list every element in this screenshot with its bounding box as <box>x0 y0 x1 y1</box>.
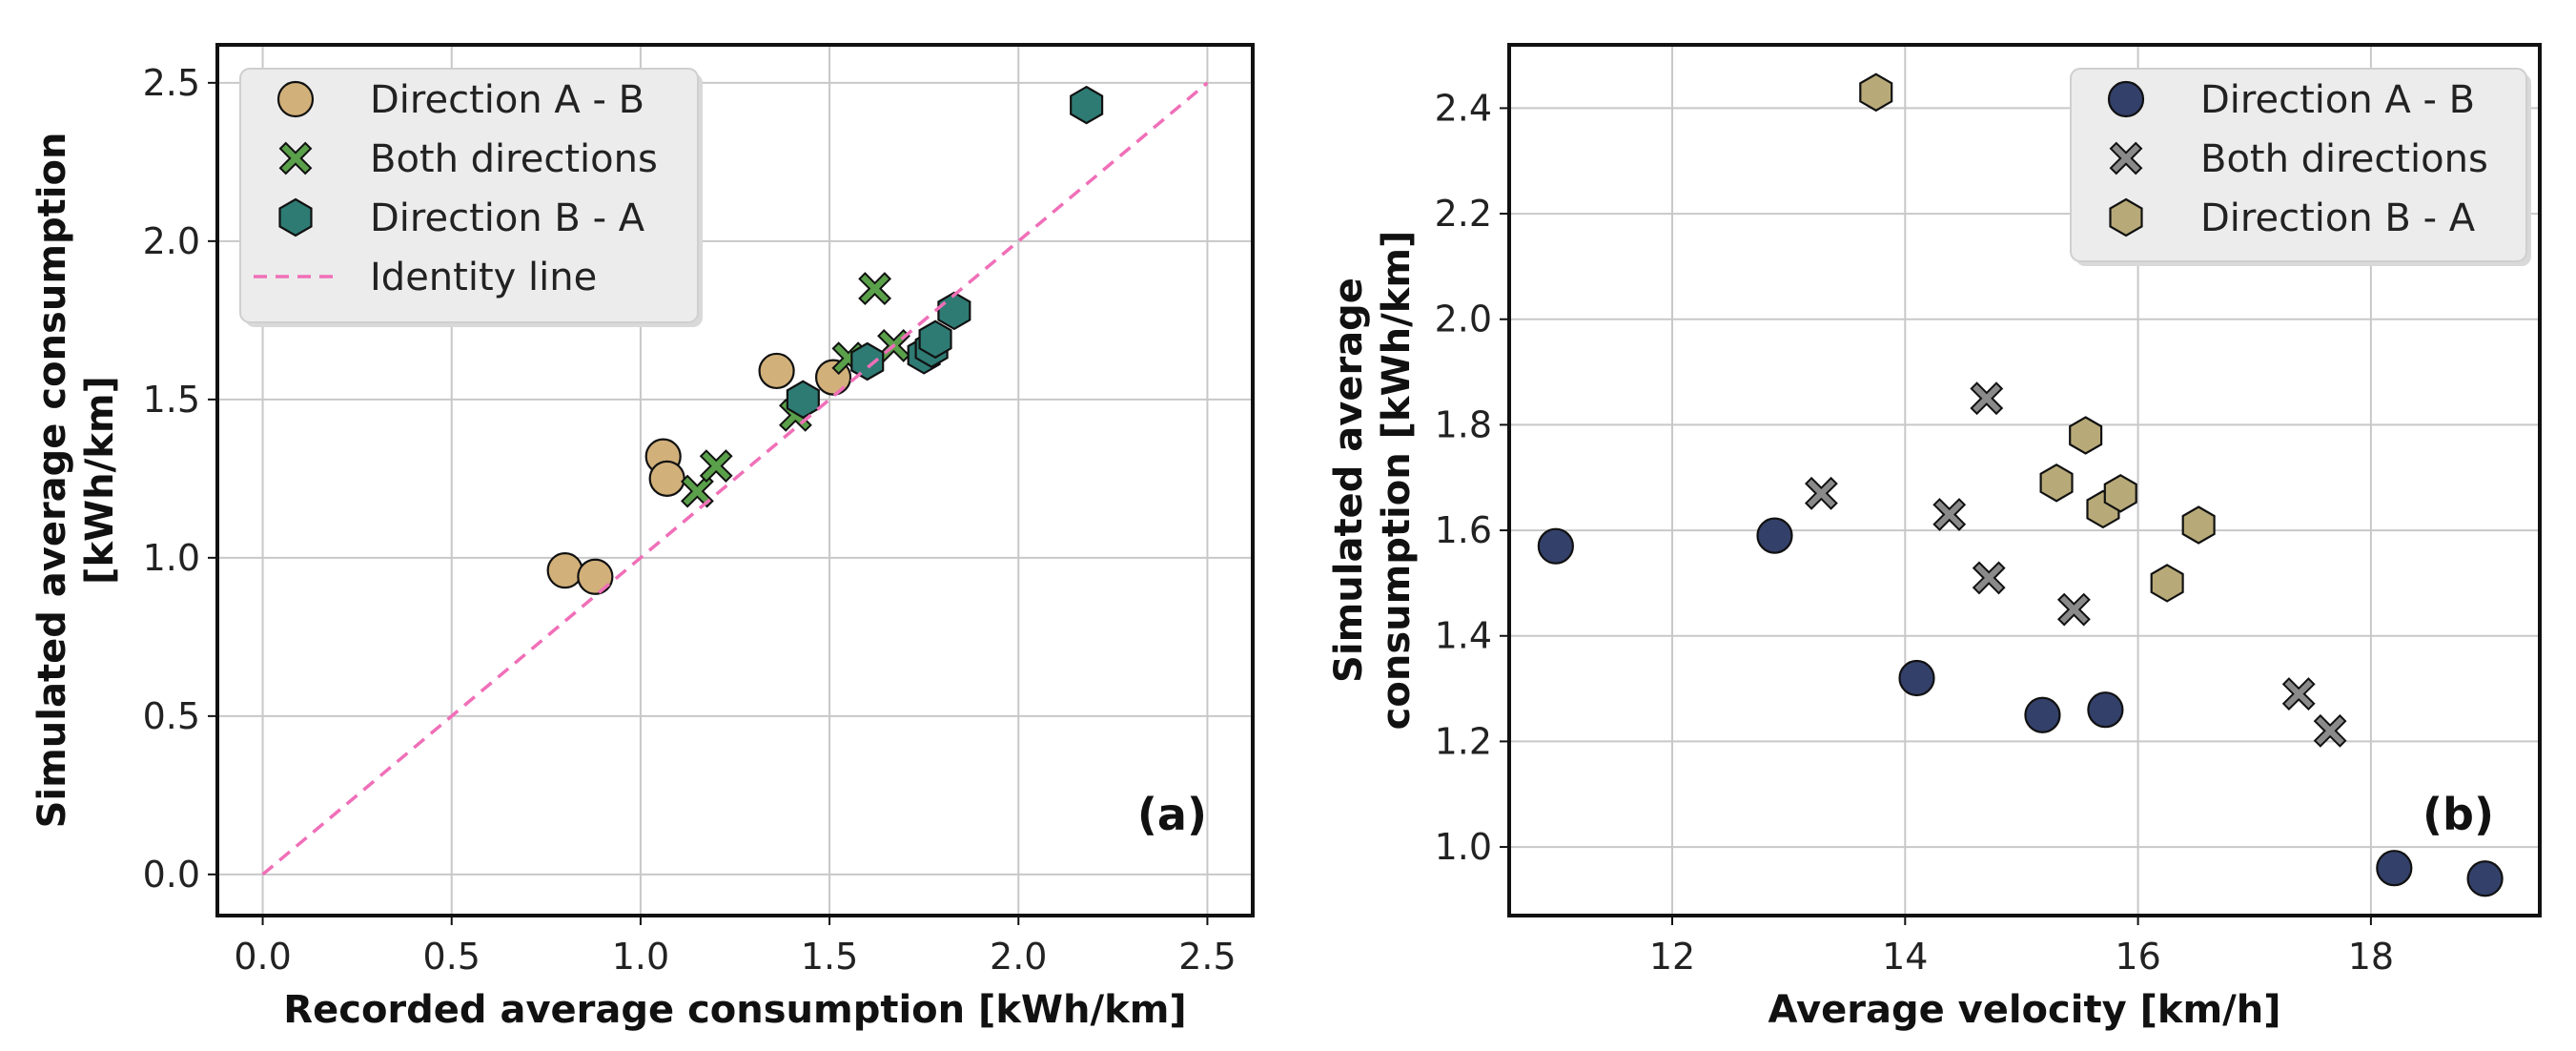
legend-swatch <box>2109 197 2143 237</box>
y-tick-label: 1.5 <box>143 379 200 421</box>
plot-frame <box>215 43 1255 917</box>
data-point <box>1756 517 1793 554</box>
y-axis-label-line: consumption [kWh/km] <box>1375 231 1419 731</box>
chart-panel-b: 12 14 16 18 1.0 1.2 1.4 1.6 1.8 2.0 2.2 2.4 Average … <box>1327 43 2542 1032</box>
chart-panel-a: 0.0 0.5 1.0 1.5 2.0 2.5 0.0 0.5 1.0 1.5 2.0 2.5 Reco… <box>31 43 1255 1032</box>
y-tick-label: 0.0 <box>143 854 200 896</box>
legend-label: Both directions <box>2200 137 2488 181</box>
y-axis-label-line: Simulated average consumption <box>31 133 74 829</box>
data-point <box>858 272 892 306</box>
legend-label: Identity line <box>370 256 597 299</box>
legend-swatch <box>278 197 313 237</box>
y-axis-label-line: [kWh/km] <box>78 376 122 585</box>
data-point <box>850 341 885 381</box>
legend-label: Both directions <box>370 137 658 181</box>
data-point <box>1070 85 1104 125</box>
x-tick-label: 0.0 <box>234 936 291 978</box>
data-point <box>2103 474 2137 513</box>
data-point <box>648 460 685 497</box>
legend-label: Direction A - B <box>2200 78 2475 122</box>
data-point <box>699 449 733 484</box>
data-point <box>2056 592 2091 627</box>
data-point <box>546 552 583 589</box>
x-tick-label: 18 <box>2348 936 2394 978</box>
panel-label: (a) <box>1137 789 1207 840</box>
data-point <box>1932 498 1967 531</box>
legend-label: Direction A - B <box>370 78 644 122</box>
y-tick-label: 2.0 <box>1435 299 1492 340</box>
data-point <box>2039 464 2074 503</box>
x-tick-label: 2.0 <box>990 936 1047 978</box>
x-axis-label: Average velocity [km/h] <box>1768 988 2280 1032</box>
data-point <box>1537 527 1574 565</box>
legend: Direction A - B Both directions Direction … <box>239 68 703 327</box>
y-tick-label: 1.0 <box>143 537 200 579</box>
data-point <box>2376 850 2413 887</box>
legend-swatch <box>2107 80 2145 118</box>
data-series <box>1537 72 2504 897</box>
legend-swatch <box>276 80 315 118</box>
data-point <box>2281 677 2316 711</box>
data-point <box>1804 476 1838 510</box>
legend-box <box>2070 68 2527 262</box>
data-series <box>261 81 1209 876</box>
legend-label: Direction B - A <box>2200 196 2476 240</box>
data-point <box>680 474 714 508</box>
y-tick-label: 2.5 <box>143 62 200 104</box>
data-point <box>2024 696 2061 733</box>
plot-frame <box>1507 43 2542 917</box>
legend-label: Direction B - A <box>370 196 645 240</box>
data-point <box>2181 505 2216 545</box>
y-tick-label: 1.8 <box>1435 403 1492 445</box>
data-point <box>2466 860 2504 897</box>
x-tick-label: 2.5 <box>1178 936 1236 978</box>
x-tick-label: 12 <box>1649 936 1695 978</box>
data-point <box>1970 381 2004 416</box>
data-point <box>918 319 952 360</box>
data-point <box>758 352 795 390</box>
x-tick-label: 1.5 <box>801 936 858 978</box>
x-axis-label: Recorded average consumption [kWh/km] <box>283 988 1186 1032</box>
x-tick-label: 14 <box>1882 936 1928 978</box>
y-axis-label: Simulated average consumption [kWh/km] <box>1327 231 1419 731</box>
legend-swatch <box>278 141 313 175</box>
y-tick-label: 2.2 <box>1435 193 1492 235</box>
data-point <box>2313 713 2347 748</box>
y-tick-label: 2.4 <box>1435 87 1492 129</box>
data-point <box>2150 564 2184 603</box>
legend-swatch <box>2109 141 2143 175</box>
data-point <box>2069 416 2103 455</box>
y-axis-label: Simulated average consumption [kWh/km] <box>31 133 122 829</box>
data-point <box>2087 691 2124 729</box>
data-point <box>786 380 820 420</box>
panel-label: (b) <box>2423 789 2494 840</box>
y-tick-label: 1.6 <box>1435 509 1492 551</box>
data-point <box>937 291 971 331</box>
legend-box <box>239 68 699 323</box>
data-point <box>1898 659 1935 697</box>
legend: Direction A - B Both directions Direction … <box>2070 68 2531 266</box>
y-tick-label: 1.0 <box>1435 826 1492 868</box>
identity-line <box>261 81 1209 876</box>
y-tick-label: 2.0 <box>143 220 200 262</box>
y-tick-label: 1.2 <box>1435 720 1492 762</box>
y-tick-label: 0.5 <box>143 695 200 737</box>
y-axis-label-line: Simulated average <box>1327 278 1371 683</box>
x-tick-label: 16 <box>2115 936 2160 978</box>
y-tick-label: 1.4 <box>1435 615 1492 657</box>
data-point <box>577 558 614 595</box>
x-tick-label: 1.0 <box>612 936 669 978</box>
x-tick-label: 0.5 <box>423 936 480 978</box>
data-point <box>1972 561 2006 595</box>
data-point <box>1859 72 1893 113</box>
